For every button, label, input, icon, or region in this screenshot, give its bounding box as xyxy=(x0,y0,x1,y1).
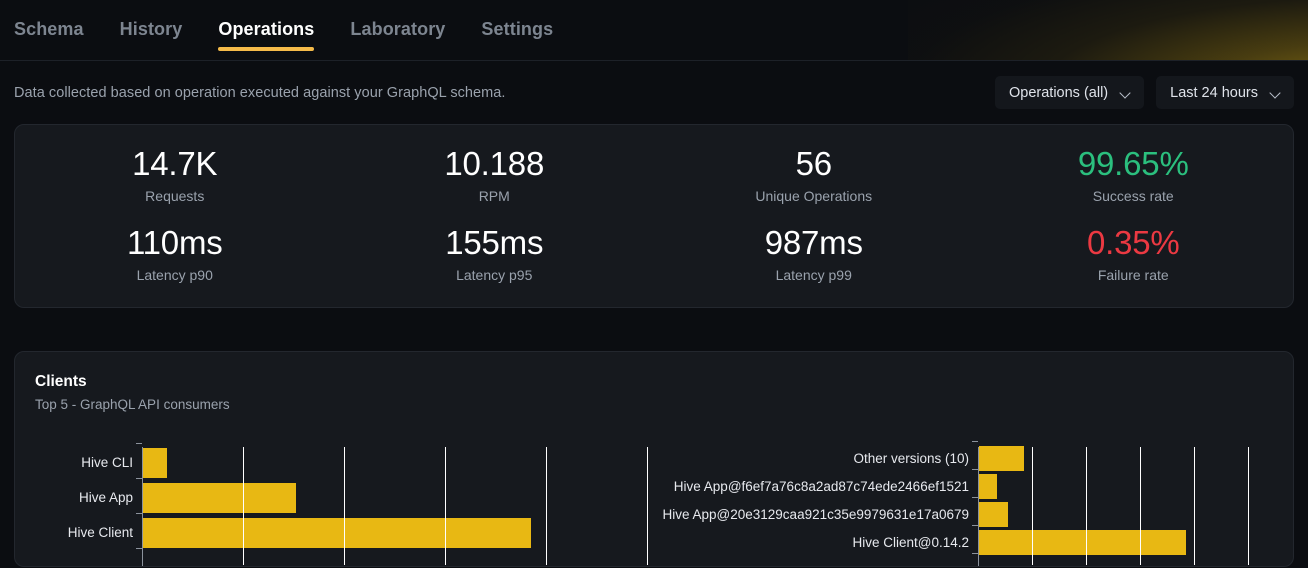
chart-gridline xyxy=(1086,447,1087,565)
clients-by-name-plot: Hive CLI Hive App Hive Client xyxy=(68,441,648,566)
bar-category-label: Other versions (10) xyxy=(853,450,969,466)
axis-tick xyxy=(136,443,142,444)
stat-failure-rate-value: 0.35% xyxy=(1086,224,1180,261)
axis-tick xyxy=(972,553,978,554)
stat-failure-rate: 0.35% Failure rate xyxy=(974,222,1294,285)
bar[interactable] xyxy=(979,446,1024,471)
operations-filter-select[interactable]: Operations (all) xyxy=(995,76,1145,109)
stat-success-rate: 99.65% Success rate xyxy=(974,143,1294,206)
chart-gridline xyxy=(546,447,547,565)
stat-rpm-label: RPM xyxy=(478,188,510,204)
stat-requests: 14.7K Requests xyxy=(15,143,335,206)
tab-history-label: History xyxy=(119,19,183,39)
stat-unique-operations-label: Unique Operations xyxy=(755,188,873,204)
bar-category-label: Hive App xyxy=(78,490,133,505)
tab-operations[interactable]: Operations xyxy=(200,0,332,60)
tab-operations-label: Operations xyxy=(218,19,315,39)
stat-latency-p95-label: Latency p95 xyxy=(456,267,533,283)
bar-category-label: Hive App@20e3129caa921c35e9979631e17a067… xyxy=(662,506,969,522)
bar-category-label: Hive App@f6ef7a76c8a2ad87c74ede2466ef152… xyxy=(673,478,969,494)
bar[interactable] xyxy=(143,483,297,513)
tab-schema[interactable]: Schema xyxy=(14,0,102,60)
clients-title: Clients xyxy=(35,373,87,390)
stat-requests-label: Requests xyxy=(145,188,205,204)
clients-card: Clients Top 5 - GraphQL API consumers Hi… xyxy=(14,351,1294,567)
active-tab-underline xyxy=(218,47,315,51)
tab-settings-label: Settings xyxy=(481,19,554,39)
axis-tick xyxy=(972,441,978,442)
clients-subtitle: Top 5 - GraphQL API consumers xyxy=(35,397,230,412)
stat-unique-operations: 56 Unique Operations xyxy=(654,143,974,206)
clients-by-version-plot: Other versions (10) Hive App@f6ef7a76c8a2… xyxy=(663,441,1249,566)
axis-tick xyxy=(136,513,142,514)
chart-gridline xyxy=(1194,447,1195,565)
clients-by-version-chart: Other versions (10) Hive App@f6ef7a76c8a2… xyxy=(647,441,1263,566)
clients-by-name-chart: Hive CLI Hive App Hive Client xyxy=(35,441,648,566)
bar[interactable] xyxy=(979,530,1186,555)
stat-latency-p99-label: Latency p99 xyxy=(775,267,852,283)
bar[interactable] xyxy=(979,474,997,499)
tab-laboratory[interactable]: Laboratory xyxy=(332,0,463,60)
app-header: Schema History Operations Laboratory Set… xyxy=(0,0,1308,61)
chevron-down-icon xyxy=(1120,87,1132,99)
stats-grid: 14.7K Requests 10.188 RPM 56 Unique Oper… xyxy=(15,143,1293,285)
operations-filter-value: Operations (all) xyxy=(1009,84,1109,101)
stat-rpm-value: 10.188 xyxy=(444,145,545,182)
stat-success-rate-value: 99.65% xyxy=(1077,145,1189,182)
axis-tick xyxy=(972,525,978,526)
tab-settings[interactable]: Settings xyxy=(463,0,571,60)
stat-rpm: 10.188 RPM xyxy=(335,143,655,206)
stat-latency-p95-value: 155ms xyxy=(445,224,544,261)
y-axis-line xyxy=(978,447,979,566)
stat-latency-p90-value: 110ms xyxy=(126,224,223,261)
period-filter-select[interactable]: Last 24 hours xyxy=(1156,76,1294,109)
stat-latency-p99: 987ms Latency p99 xyxy=(654,222,974,285)
axis-tick xyxy=(136,478,142,479)
overview-stats-card: 14.7K Requests 10.188 RPM 56 Unique Oper… xyxy=(14,124,1294,308)
tab-history[interactable]: History xyxy=(102,0,201,60)
bar[interactable] xyxy=(143,448,168,478)
axis-tick xyxy=(136,548,142,549)
bar-category-label: Hive CLI xyxy=(81,455,133,470)
bar[interactable] xyxy=(143,518,531,548)
axis-tick xyxy=(972,469,978,470)
axis-tick xyxy=(972,497,978,498)
stat-success-rate-label: Success rate xyxy=(1092,188,1174,204)
stat-latency-p90: 110ms Latency p90 xyxy=(15,222,335,285)
chart-gridline xyxy=(1032,447,1033,565)
stat-latency-p90-label: Latency p90 xyxy=(136,267,213,283)
chart-gridline xyxy=(647,447,648,565)
stat-failure-rate-label: Failure rate xyxy=(1097,267,1169,283)
bar-category-label: Hive Client xyxy=(67,525,133,540)
y-axis-line xyxy=(142,447,143,566)
stat-requests-value: 14.7K xyxy=(132,145,218,182)
tab-laboratory-label: Laboratory xyxy=(350,19,446,39)
filter-controls: Operations (all) Last 24 hours xyxy=(995,76,1294,109)
chart-gridline xyxy=(344,447,345,565)
chart-gridline xyxy=(1140,447,1141,565)
clients-by-name-bars: Hive CLI Hive App Hive Client xyxy=(68,441,647,566)
collection-note: Data collected based on operation execut… xyxy=(14,84,506,101)
tab-schema-label: Schema xyxy=(14,19,84,39)
chart-gridline xyxy=(1248,447,1249,565)
bar[interactable] xyxy=(979,502,1008,527)
clients-charts: Hive CLI Hive App Hive Client Other versio… xyxy=(35,441,1273,566)
chart-gridline xyxy=(445,447,446,565)
filters-bar: Data collected based on operation execut… xyxy=(0,61,1308,124)
main-tabs: Schema History Operations Laboratory Set… xyxy=(0,0,1308,60)
clients-by-version-bars: Other versions (10) Hive App@f6ef7a76c8a2… xyxy=(663,441,1248,566)
period-filter-value: Last 24 hours xyxy=(1170,84,1258,101)
bar-category-label: Hive Client@0.14.2 xyxy=(852,534,969,550)
stat-latency-p95: 155ms Latency p95 xyxy=(335,222,655,285)
chevron-down-icon xyxy=(1270,87,1282,99)
chart-gridline xyxy=(243,447,244,565)
stat-unique-operations-value: 56 xyxy=(795,145,833,182)
section-spacer xyxy=(0,308,1308,351)
stat-latency-p99-value: 987ms xyxy=(764,224,863,261)
